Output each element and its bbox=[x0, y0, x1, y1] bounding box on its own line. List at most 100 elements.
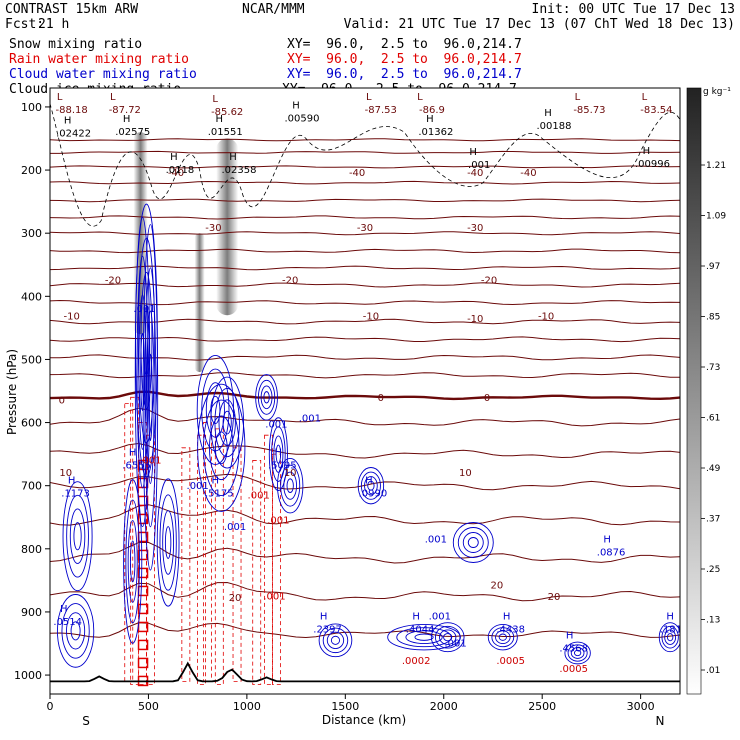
cloud-water-contour-4-2 bbox=[205, 382, 225, 438]
cloud-water-max-marker-3: H bbox=[212, 475, 220, 486]
temp-min-value-1: -88.18 bbox=[56, 105, 88, 116]
colorbar-tick-label-6: .61 bbox=[706, 414, 720, 424]
cloud-water-contour-label-5: .001 bbox=[425, 535, 447, 546]
y-tick-label-10: 1000 bbox=[14, 669, 42, 682]
temperature-contour-23 bbox=[50, 622, 680, 639]
cloud-water-contour-5-1 bbox=[214, 431, 228, 465]
temperature-contour-14 bbox=[50, 354, 680, 361]
cloud-water-max-marker-8: H bbox=[412, 612, 420, 623]
colorbar-tick-label-3: .97 bbox=[706, 262, 720, 272]
cloud-water-max-value-4: .5095 bbox=[268, 460, 297, 471]
cloud-water-max-marker-6: H bbox=[60, 604, 68, 615]
cloud-water-contour-10-3 bbox=[66, 494, 89, 578]
y-tick-label-4: 400 bbox=[21, 290, 42, 303]
y-tick-label-6: 600 bbox=[21, 417, 42, 430]
cloud-water-contour-10-1 bbox=[73, 522, 82, 551]
rain-contour-label-4: .001 bbox=[263, 591, 285, 602]
cloud-water-max-marker-1: H bbox=[68, 475, 76, 486]
ice-max-marker-7: H bbox=[170, 152, 178, 163]
cloud-water-contour-label-7: .001 bbox=[444, 639, 466, 650]
field-snow-name: Snow mixing ratio bbox=[9, 37, 142, 52]
temp-label-1-3: -40 bbox=[467, 168, 483, 179]
temperature-contour-1 bbox=[50, 138, 680, 142]
cloud-water-contour-2-2 bbox=[138, 294, 147, 450]
ice-max-marker-2: H bbox=[123, 114, 131, 125]
rain-max-value-2: .0005 bbox=[496, 656, 525, 667]
ice-max-marker-5: H bbox=[426, 114, 434, 125]
cloud-water-contour-label-1: .001 bbox=[133, 304, 155, 315]
cloud-water-contour-14-2 bbox=[326, 631, 345, 649]
cloud-water-contour-17-3 bbox=[491, 627, 515, 648]
cloud-water-max-value-3: .5175 bbox=[205, 488, 234, 499]
ice-max-value-7: .0118 bbox=[166, 165, 195, 176]
temp-min-marker-1: L bbox=[57, 92, 63, 103]
temperature-contour-15 bbox=[50, 372, 680, 379]
temp-label-1-1: -40 bbox=[168, 168, 184, 179]
cloud-water-contour-19-1 bbox=[666, 633, 674, 642]
cloud-water-contour-21-1 bbox=[443, 633, 453, 642]
rain-contour-9 bbox=[232, 447, 242, 682]
cloud-water-contour-13-3 bbox=[61, 603, 90, 659]
cloud-water-contour-20-3 bbox=[360, 471, 381, 500]
field-cloudwater-name: Cloud water mixing ratio bbox=[9, 67, 197, 82]
temperature-contour-2 bbox=[50, 150, 680, 154]
temperature-contour-17 bbox=[50, 407, 680, 427]
field-rain-xy: XY= 96.0, 2.5 to 96.0,214.7 bbox=[287, 52, 522, 67]
cloud-water-contour-21-3 bbox=[434, 625, 461, 649]
x-tick-label-3: 1000 bbox=[233, 700, 261, 713]
cloud-water-contour-17-1 bbox=[498, 633, 507, 641]
cloud-water-contour-19-4 bbox=[658, 622, 680, 653]
cloud-water-contour-8-3 bbox=[271, 426, 286, 482]
fcst-label: Fcst: bbox=[5, 17, 44, 32]
temp-min-value-3: -85.62 bbox=[211, 107, 243, 118]
cloud-water-max-value-5: .0990 bbox=[359, 488, 388, 499]
cloud-water-max-marker-2: H bbox=[129, 447, 137, 458]
y-axis-title: Pressure (hPa) bbox=[5, 349, 19, 435]
cloud-water-contour-17-2 bbox=[495, 630, 511, 645]
cloud-water-contour-3-3 bbox=[144, 267, 157, 528]
temp-min-value-4: -87.53 bbox=[365, 105, 397, 116]
cloud-water-contour-11-4 bbox=[123, 479, 143, 644]
temperature-contour-20 bbox=[50, 504, 680, 526]
ice-max-marker-10: H bbox=[469, 147, 477, 158]
cloud-water-contour-14-1 bbox=[330, 635, 341, 645]
colorbar bbox=[686, 87, 702, 695]
y-tick-label-1: 100 bbox=[21, 101, 42, 114]
cloud-water-max-value-11: .1811 bbox=[660, 625, 689, 636]
fcst-value: 21 h bbox=[38, 17, 69, 32]
cloud-water-contour-8-4 bbox=[268, 417, 288, 491]
rain-contour-10 bbox=[252, 460, 262, 685]
x-tick-label-4: 1500 bbox=[331, 700, 359, 713]
temp-label-6-3: 10 bbox=[459, 468, 472, 479]
temp-min-marker-2: L bbox=[110, 92, 116, 103]
cloud-water-contour-20-4 bbox=[357, 467, 385, 505]
cloud-water-contour-21-2 bbox=[439, 629, 457, 645]
y-tick-label-5: 500 bbox=[21, 353, 42, 366]
colorbar-tick-label-1: 1.21 bbox=[706, 161, 726, 171]
cloud-water-contour-label-3: .001 bbox=[187, 481, 209, 492]
rain-max-value-3: .0005 bbox=[559, 664, 588, 675]
cloud-water-contour-3-2 bbox=[146, 310, 155, 485]
cloud-water-contour-21-4 bbox=[430, 622, 465, 653]
y-tick-label-2: 200 bbox=[21, 164, 42, 177]
cloud-water-contour-15-1 bbox=[414, 633, 434, 641]
ice-max-value-6: .00188 bbox=[537, 121, 572, 132]
temp-label-4-2: -10 bbox=[363, 312, 379, 323]
cloud-water-max-marker-11: H bbox=[666, 612, 674, 623]
cloud-water-contour-15-2 bbox=[405, 630, 443, 645]
ice-max-marker-3: H bbox=[215, 114, 223, 125]
cloud-water-contour-20-2 bbox=[364, 476, 378, 496]
rain-core-12 bbox=[137, 657, 149, 669]
x-tick-label-6: 2500 bbox=[528, 700, 556, 713]
cloud-water-contour-9-3 bbox=[280, 464, 301, 507]
snow-shading-3 bbox=[194, 233, 205, 373]
cloud-water-max-marker-9: H bbox=[503, 612, 511, 623]
cloud-ice-contour bbox=[50, 103, 680, 227]
temp-min-marker-3: L bbox=[212, 94, 218, 105]
temp-label-6-1: 10 bbox=[59, 468, 72, 479]
cloud-water-contour-label-6: .001 bbox=[429, 612, 451, 623]
x-tick-label-7: 3000 bbox=[627, 700, 655, 713]
temp-label-5-3: 0 bbox=[484, 393, 490, 404]
rain-contour-5 bbox=[181, 447, 191, 682]
